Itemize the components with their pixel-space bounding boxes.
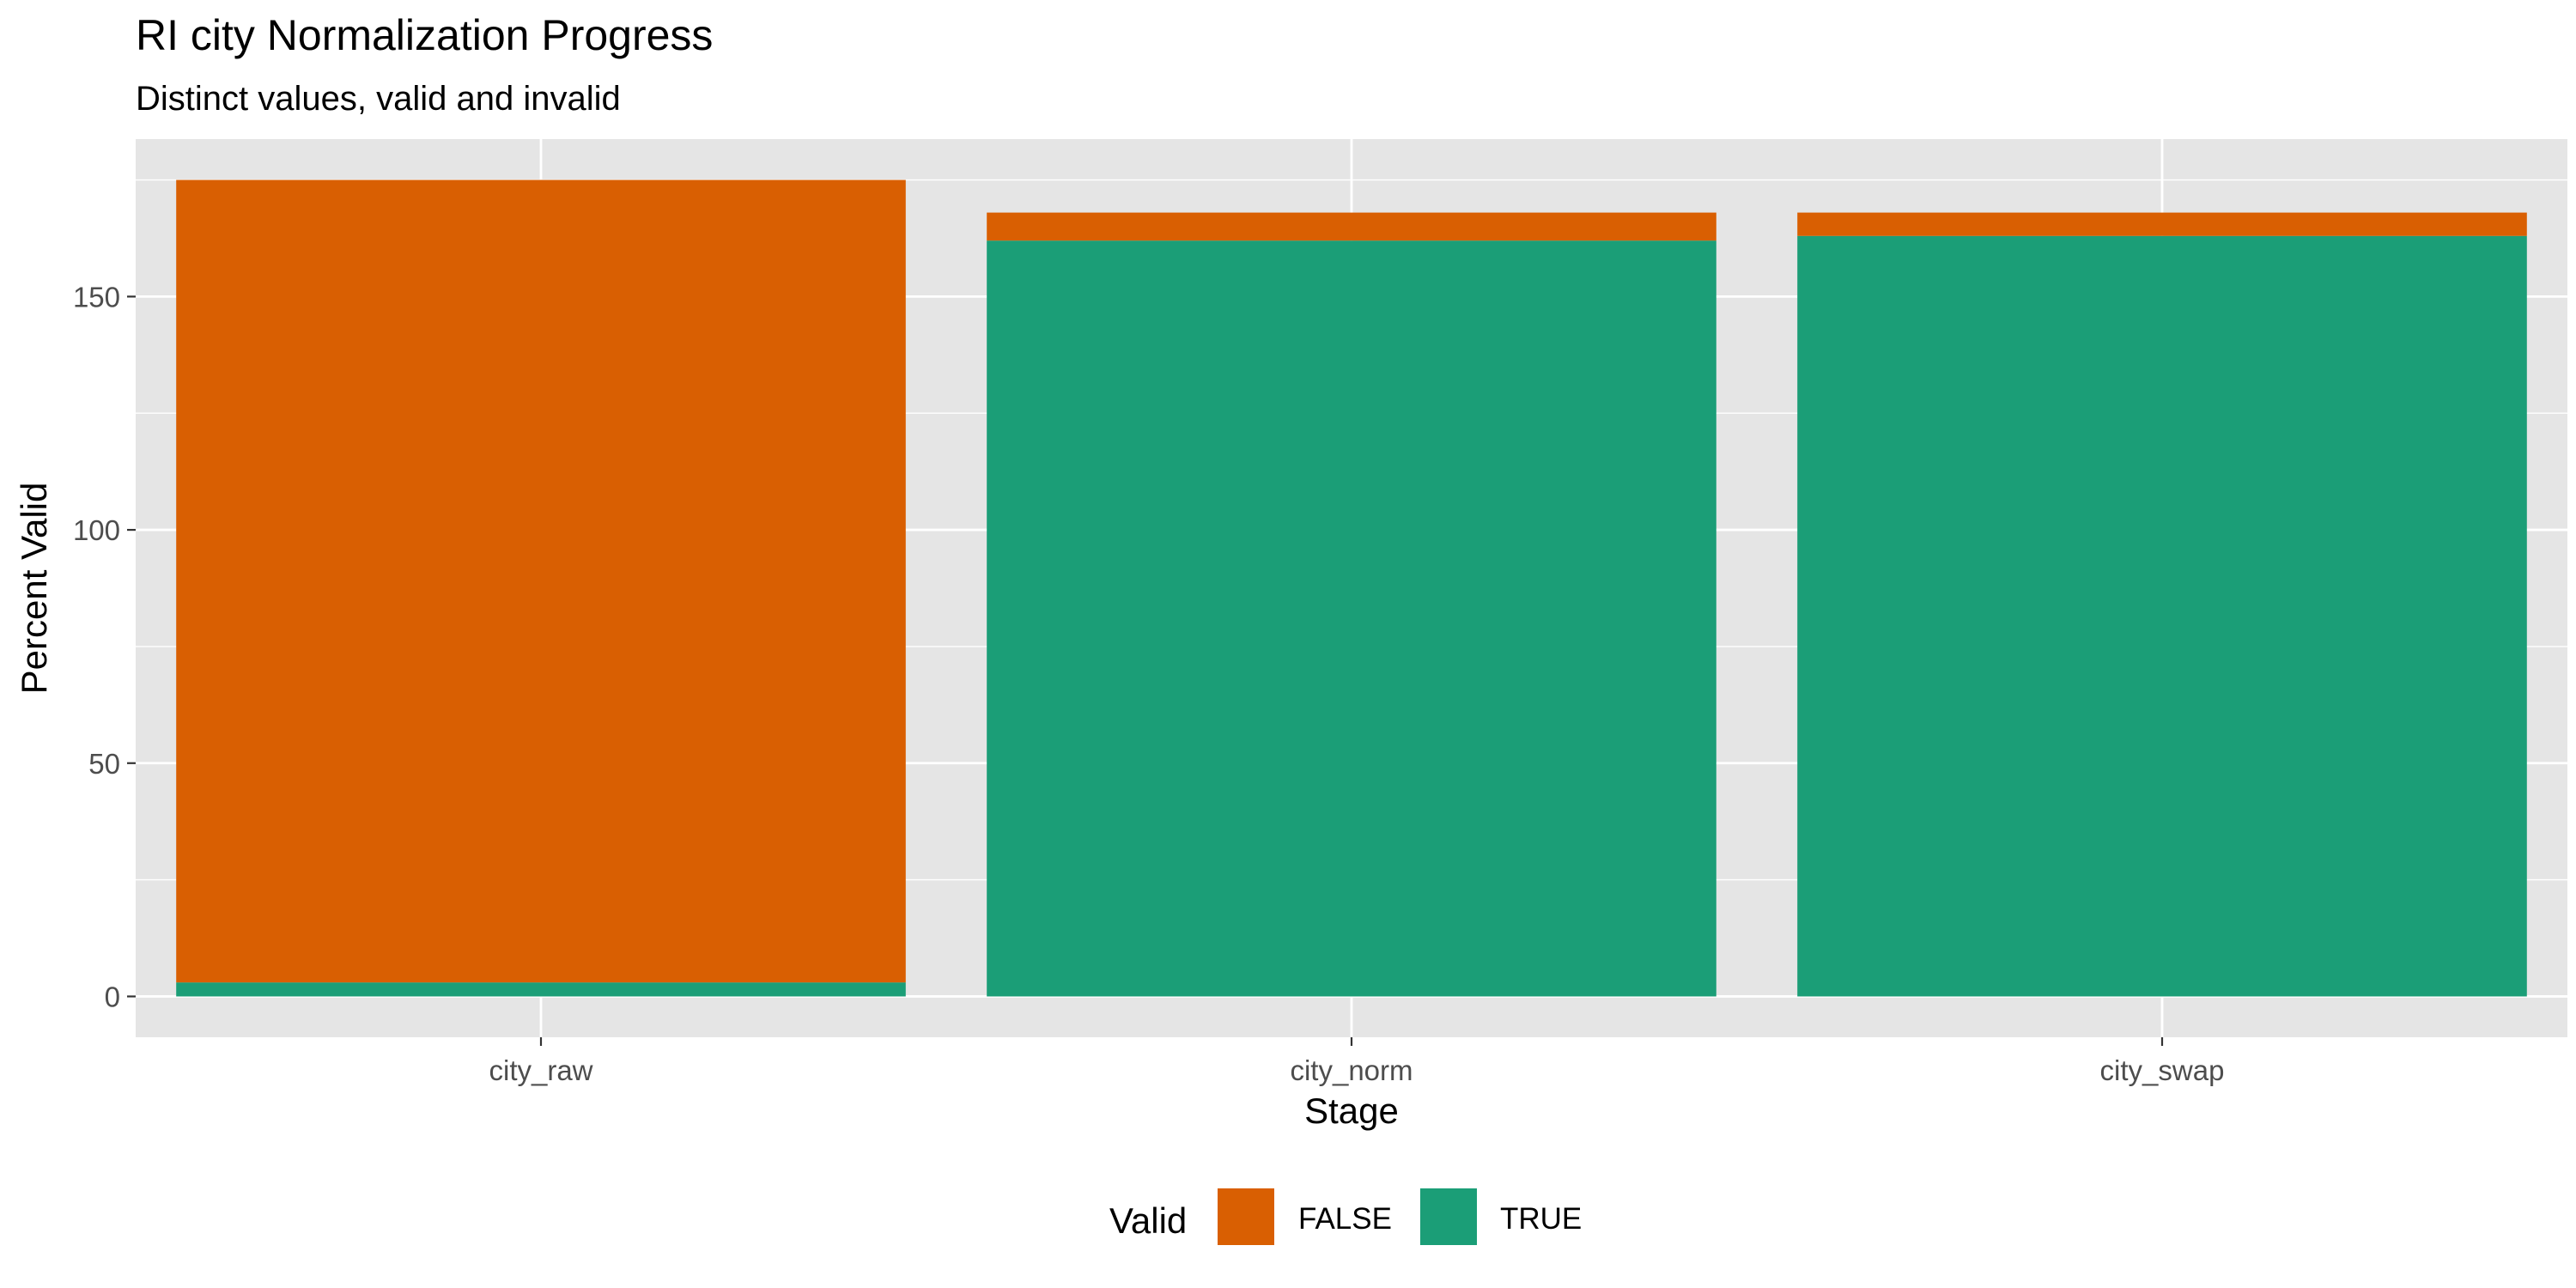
bar-city_norm-true [987, 240, 1716, 997]
y-tick-label: 100 [73, 514, 120, 546]
x-axis: city_raw city_norm city_swap [489, 1037, 2224, 1086]
x-axis-label: Stage [1304, 1091, 1399, 1131]
legend-label-true: TRUE [1500, 1202, 1582, 1236]
bars [176, 179, 2527, 997]
bar-city_swap-true [1797, 235, 2527, 997]
bar-city_norm-false [987, 212, 1716, 241]
y-tick-label: 0 [105, 981, 120, 1012]
y-tick-label: 150 [73, 281, 120, 313]
legend-key-true [1420, 1188, 1477, 1245]
x-tick-label: city_raw [489, 1054, 592, 1086]
chart-subtitle: Distinct values, valid and invalid [136, 80, 621, 118]
chart-title: RI city Normalization Progress [136, 11, 713, 59]
bar-city_raw-false [176, 179, 906, 983]
y-axis-label: Percent Valid [14, 483, 54, 695]
legend-label-false: FALSE [1298, 1202, 1392, 1236]
x-tick-label: city_swap [2100, 1054, 2225, 1086]
x-tick-label: city_norm [1290, 1054, 1413, 1086]
legend-key-false [1218, 1188, 1274, 1245]
y-tick-label: 50 [88, 748, 120, 780]
legend-title: Valid [1109, 1200, 1187, 1241]
bar-city_swap-false [1797, 212, 2527, 236]
y-axis: 0 50 100 150 [73, 281, 136, 1012]
bar-city_raw-true [176, 982, 906, 997]
legend: Valid FALSE TRUE [1109, 1188, 1582, 1245]
